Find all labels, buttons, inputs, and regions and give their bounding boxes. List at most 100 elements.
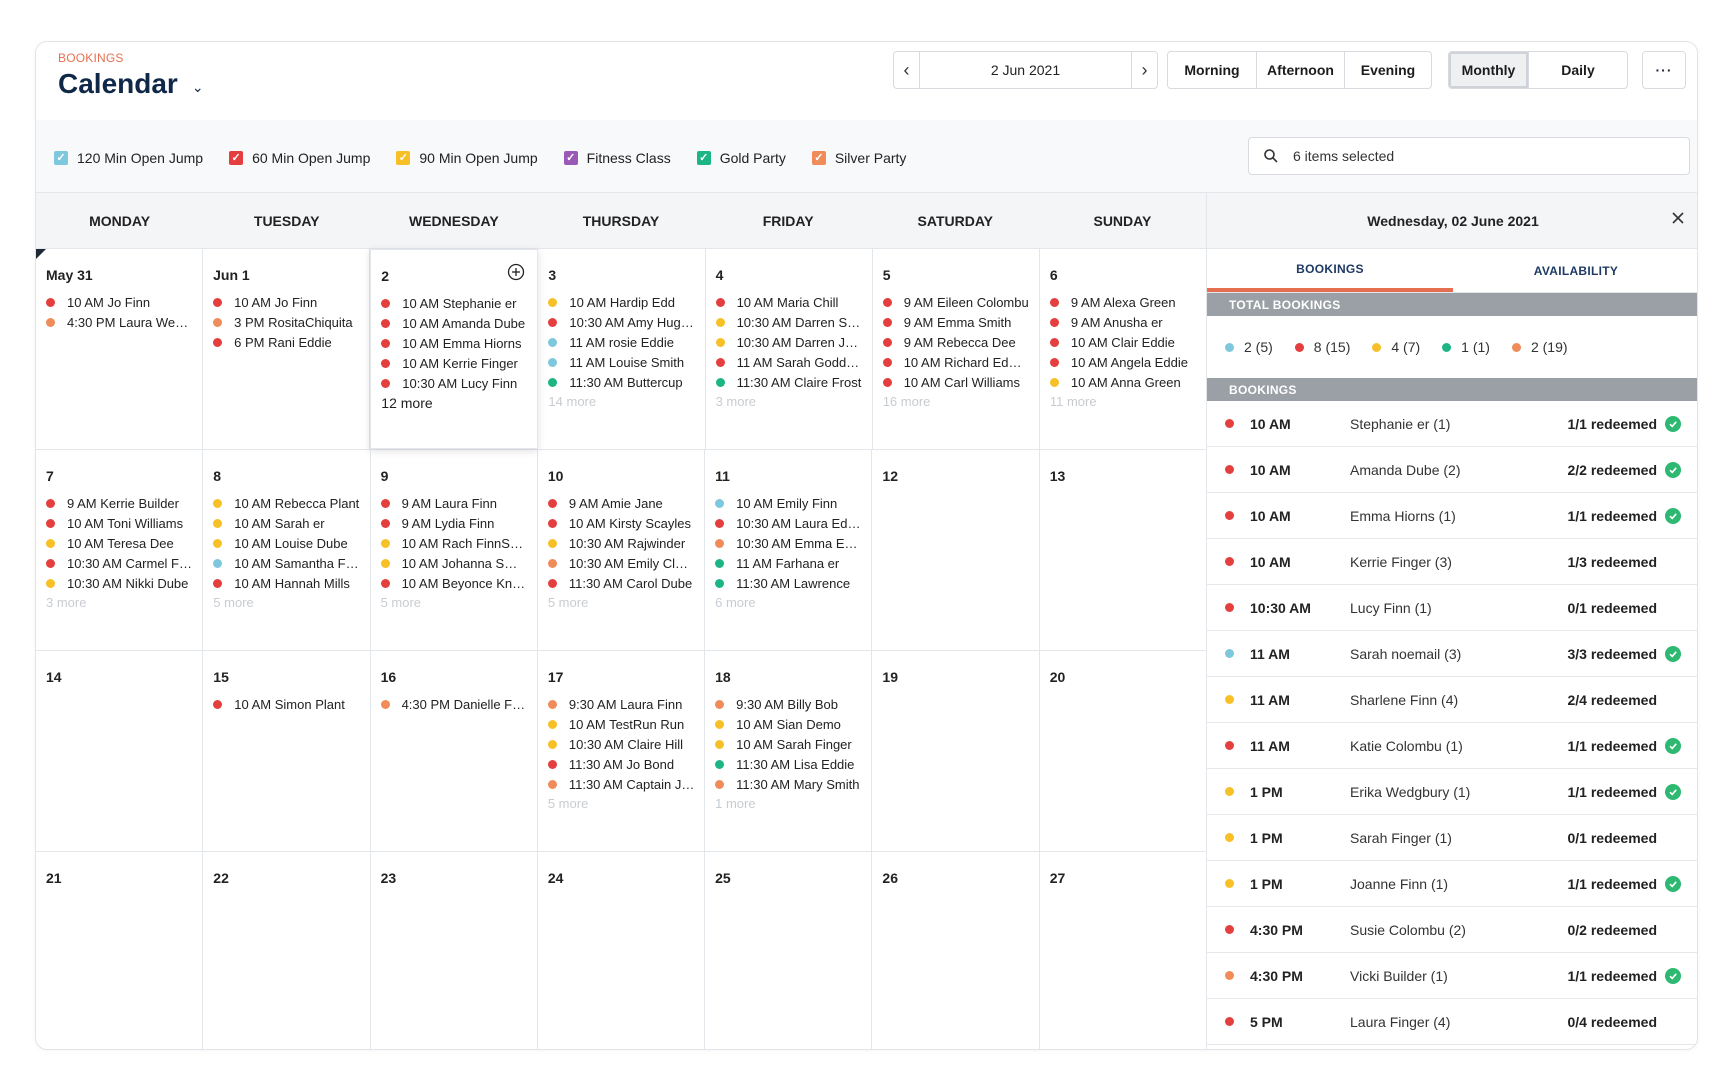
calendar-event[interactable]: 11:30 AM Jo Bond — [547, 754, 698, 774]
date-value[interactable]: 2 Jun 2021 — [990, 62, 1061, 78]
booking-row[interactable]: 4:30 PM Susie Colombu (2) 0/2 redeemed — [1207, 907, 1697, 953]
calendar-day[interactable]: 27 — [1040, 852, 1206, 1049]
more-events-link[interactable]: 5 more — [547, 796, 589, 811]
booking-row[interactable]: 1 PM Joanne Finn (1) 1/1 redeemed — [1207, 861, 1697, 907]
calendar-day[interactable]: 9 9 AM Laura Finn 9 AM Lydia Finn 10 AM Rac… — [371, 450, 538, 650]
calendar-event[interactable]: 9 AM Rebecca Dee — [882, 332, 1033, 352]
calendar-event[interactable]: 3 PM RositaChiquita — [213, 312, 363, 332]
calendar-event[interactable]: 10 AM Amanda Dube — [381, 313, 531, 333]
calendar-event[interactable]: 9 AM Laura Finn — [380, 493, 531, 513]
tab-bookings[interactable]: BOOKINGS — [1207, 249, 1453, 292]
calendar-day[interactable]: 23 — [371, 852, 538, 1049]
calendar-day[interactable]: 8 10 AM Rebecca Plant 10 AM Sarah er 10 AM … — [203, 450, 371, 650]
more-events-link[interactable]: 11 more — [1049, 394, 1097, 409]
checkbox-icon[interactable]: ✓ — [563, 151, 578, 165]
calendar-event[interactable]: 9 AM Emma Smith — [882, 312, 1033, 332]
calendar-event[interactable]: 10 AM Angela Eddie — [1049, 352, 1200, 372]
booking-row[interactable]: 1 PM Erika Wedgbury (1) 1/1 redeemed — [1207, 769, 1697, 815]
calendar-event[interactable]: 11:30 AM Buttercup — [548, 372, 698, 392]
booking-row[interactable]: 10 AM Amanda Dube (2) 2/2 redeemed — [1207, 447, 1697, 493]
calendar-event[interactable]: 10 AM Simon Plant — [213, 694, 363, 714]
calendar-event[interactable]: 11 AM rosie Eddie — [548, 332, 698, 352]
calendar-event[interactable]: 4:30 PM Danielle Finn — [380, 694, 531, 714]
chevron-down-icon[interactable]: ⌄ — [191, 78, 204, 95]
booking-row[interactable]: 11 AM Sharlene Finn (4) 2/4 redeemed — [1207, 677, 1697, 723]
checkbox-icon[interactable]: ✓ — [396, 151, 411, 165]
morning-button[interactable]: Morning — [1168, 52, 1257, 88]
calendar-event[interactable]: 4:30 PM Laura Weaver — [46, 312, 196, 332]
calendar-event[interactable]: 10:30 AM Lucy Finn — [381, 373, 531, 393]
calendar-event[interactable]: 10 AM Jo Finn — [213, 292, 363, 312]
calendar-event[interactable]: 10 AM Teresa Dee — [46, 533, 196, 553]
calendar-day[interactable]: 22 — [203, 852, 371, 1049]
calendar-day[interactable]: 11 10 AM Emily Finn 10:30 AM Laura Eddie 10… — [705, 450, 873, 650]
calendar-event[interactable]: 10 AM Emma Hiorns — [381, 333, 531, 353]
close-icon[interactable] — [1671, 211, 1685, 225]
calendar-event[interactable]: 10 AM TestRun Run — [547, 714, 698, 734]
calendar-day[interactable]: May 31 10 AM Jo Finn 4:30 PM Laura Weaver — [36, 249, 204, 449]
calendar-event[interactable]: 10:30 AM Carmel Finn — [46, 553, 196, 573]
calendar-event[interactable]: 10:30 AM Darren Jones — [715, 332, 866, 352]
legend-item[interactable]: ✓ Fitness Class — [563, 150, 671, 166]
calendar-event[interactable]: 9 AM Kerrie Builder — [46, 493, 196, 513]
legend-item[interactable]: ✓ Gold Party — [696, 150, 786, 166]
calendar-event[interactable]: 10 AM Kirsty Scayles — [547, 513, 698, 533]
page-title[interactable]: Calendar ⌄ — [58, 68, 204, 100]
calendar-event[interactable]: 10 AM Maria Chill — [715, 292, 866, 312]
calendar-day[interactable]: 20 — [1040, 651, 1206, 851]
monthly-button[interactable]: Monthly — [1449, 52, 1529, 88]
calendar-event[interactable]: 9:30 AM Laura Finn — [547, 694, 698, 714]
more-events-link[interactable]: 12 more — [381, 395, 433, 411]
calendar-day[interactable]: 25 — [705, 852, 873, 1049]
calendar-event[interactable]: 10 AM Richard Edwards — [882, 352, 1033, 372]
calendar-event[interactable]: 10:30 AM Claire Hill — [547, 734, 698, 754]
booking-row[interactable]: 11 AM Katie Colombu (1) 1/1 redeemed — [1207, 723, 1697, 769]
calendar-event[interactable]: 9 AM Anusha er — [1049, 312, 1200, 332]
calendar-event[interactable]: 10 AM Clair Eddie — [1049, 332, 1200, 352]
calendar-day[interactable]: 5 9 AM Eileen Colombu 9 AM Emma Smith 9 AM … — [873, 249, 1040, 449]
legend-item[interactable]: ✓ 120 Min Open Jump — [54, 150, 203, 166]
calendar-event[interactable]: 10 AM Rebecca Plant — [213, 493, 363, 513]
calendar-event[interactable]: 10 AM Sarah er — [213, 513, 363, 533]
search-input[interactable]: 6 items selected — [1248, 137, 1690, 175]
tab-availability[interactable]: AVAILABILITY — [1533, 263, 1619, 278]
legend-item[interactable]: ✓ 60 Min Open Jump — [229, 150, 370, 166]
calendar-day[interactable]: 14 — [36, 651, 204, 851]
calendar-day[interactable]: 10 9 AM Amie Jane 10 AM Kirsty Scayles 10:3… — [538, 450, 706, 650]
calendar-event[interactable]: 9 AM Amie Jane — [547, 493, 698, 513]
calendar-day[interactable]: 24 — [538, 852, 706, 1049]
calendar-event[interactable]: 10 AM Jo Finn — [46, 292, 196, 312]
booking-row[interactable]: 5 PM Laura Finger (4) 0/4 redeemed — [1207, 999, 1697, 1045]
calendar-day[interactable]: 21 — [36, 852, 204, 1049]
calendar-day[interactable]: Jun 1 10 AM Jo Finn 3 PM RositaChiquita 6 P… — [203, 249, 371, 449]
calendar-day[interactable]: 12 — [872, 450, 1040, 650]
daily-button[interactable]: Daily — [1561, 62, 1595, 78]
calendar-event[interactable]: 10:30 AM Rajwinder — [547, 533, 698, 553]
more-events-link[interactable]: 16 more — [882, 394, 931, 409]
calendar-event[interactable]: 10 AM Toni Williams — [46, 513, 196, 533]
calendar-event[interactable]: 9 AM Lydia Finn — [380, 513, 531, 533]
calendar-event[interactable]: 10 AM Hannah Mills — [213, 573, 363, 593]
more-events-link[interactable]: 14 more — [548, 394, 597, 409]
calendar-event[interactable]: 10 AM Hardip Edd — [548, 292, 698, 312]
calendar-day[interactable]: 3 10 AM Hardip Edd 10:30 AM Amy Hughes 11 A… — [538, 249, 706, 449]
calendar-event[interactable]: 10 AM Kerrie Finger — [381, 353, 531, 373]
chevron-left-icon[interactable]: ‹ — [894, 52, 920, 88]
calendar-event[interactable]: 9:30 AM Billy Bob — [715, 694, 865, 714]
booking-row[interactable]: 10 AM Emma Hiorns (1) 1/1 redeemed — [1207, 493, 1697, 539]
calendar-event[interactable]: 10 AM Rach FinnSmith — [380, 533, 531, 553]
calendar-event[interactable]: 10 AM Louise Dube — [213, 533, 363, 553]
booking-row[interactable]: 4:30 PM Vicki Builder (1) 1/1 redeemed — [1207, 953, 1697, 999]
calendar-event[interactable]: 11:30 AM Lawrence — [715, 573, 865, 593]
more-events-link[interactable]: 5 more — [547, 595, 589, 610]
booking-row[interactable]: 1 PM Sarah Finger (1) 0/1 redeemed — [1207, 815, 1697, 861]
calendar-event[interactable]: 6 PM Rani Eddie — [213, 332, 363, 352]
calendar-event[interactable]: 10:30 AM Laura Eddie — [715, 513, 865, 533]
calendar-day[interactable]: 26 — [872, 852, 1040, 1049]
add-booking-icon[interactable] — [507, 263, 525, 281]
calendar-day[interactable]: 18 9:30 AM Billy Bob 10 AM Sian Demo 10 AM … — [705, 651, 873, 851]
calendar-day[interactable]: 17 9:30 AM Laura Finn 10 AM TestRun Run 10:… — [538, 651, 706, 851]
calendar-event[interactable]: 11:30 AM Claire Frost — [715, 372, 866, 392]
more-options-button[interactable]: ··· — [1642, 51, 1686, 89]
calendar-event[interactable]: 10 AM Stephanie er — [381, 293, 531, 313]
